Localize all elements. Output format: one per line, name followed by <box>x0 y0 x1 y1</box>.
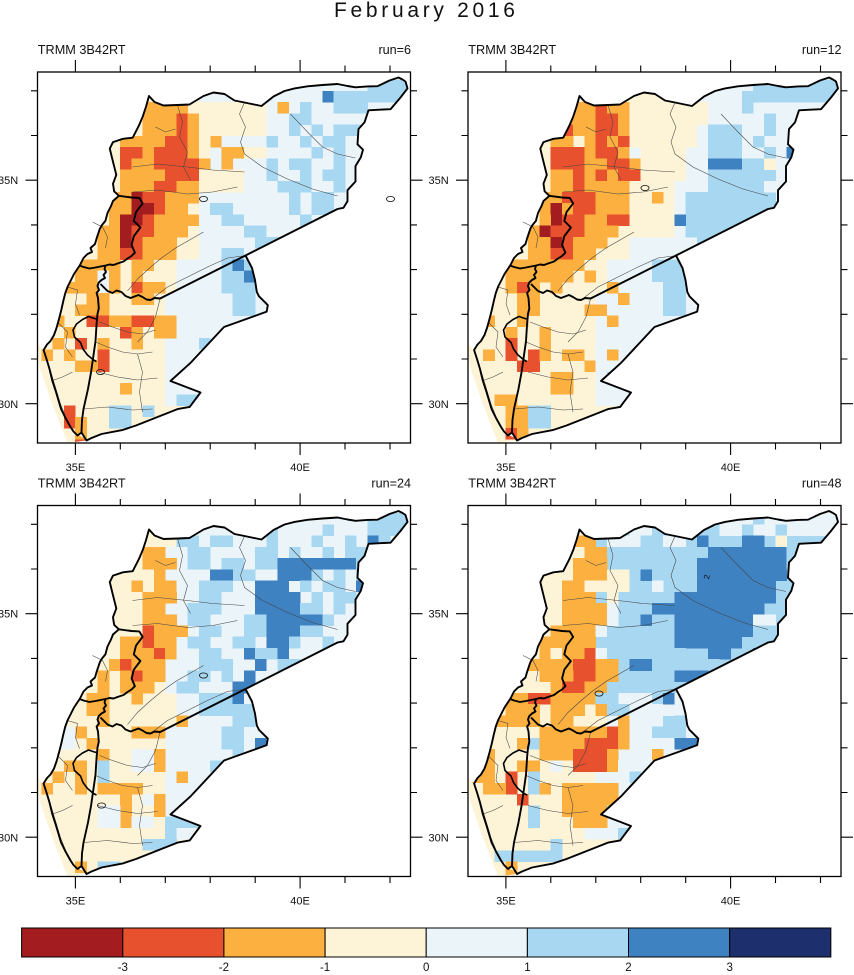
svg-text:35N: 35N <box>429 175 449 187</box>
svg-text:TRMM 3B42RT: TRMM 3B42RT <box>468 43 556 57</box>
svg-text:TRMM 3B42RT: TRMM 3B42RT <box>38 43 126 57</box>
svg-text:run=12: run=12 <box>802 43 842 57</box>
svg-text:35E: 35E <box>66 462 86 474</box>
svg-text:2: 2 <box>702 573 712 579</box>
svg-text:1: 1 <box>524 962 530 974</box>
svg-text:40E: 40E <box>290 895 310 907</box>
svg-text:2: 2 <box>625 962 631 974</box>
svg-text:30N: 30N <box>429 832 449 844</box>
svg-text:run=48: run=48 <box>802 477 842 491</box>
svg-text:TRMM 3B42RT: TRMM 3B42RT <box>468 477 556 491</box>
svg-text:35N: 35N <box>0 175 18 187</box>
svg-text:35N: 35N <box>429 609 449 621</box>
svg-text:30N: 30N <box>0 832 18 844</box>
svg-text:run=24: run=24 <box>371 477 411 491</box>
svg-text:-1: -1 <box>320 962 330 974</box>
svg-text:run=6: run=6 <box>378 43 411 57</box>
svg-text:-3: -3 <box>118 962 128 974</box>
svg-text:30N: 30N <box>429 399 449 411</box>
svg-text:35E: 35E <box>496 895 516 907</box>
svg-text:30N: 30N <box>0 399 18 411</box>
svg-text:-2: -2 <box>219 962 229 974</box>
svg-text:3: 3 <box>726 962 732 974</box>
svg-text:40E: 40E <box>290 462 310 474</box>
svg-text:35E: 35E <box>66 895 86 907</box>
svg-text:TRMM 3B42RT: TRMM 3B42RT <box>38 477 126 491</box>
svg-text:35N: 35N <box>0 609 18 621</box>
svg-text:February 2016: February 2016 <box>334 0 519 22</box>
svg-text:40E: 40E <box>721 462 741 474</box>
svg-text:0: 0 <box>423 962 429 974</box>
svg-text:40E: 40E <box>721 895 741 907</box>
svg-text:35E: 35E <box>496 462 516 474</box>
